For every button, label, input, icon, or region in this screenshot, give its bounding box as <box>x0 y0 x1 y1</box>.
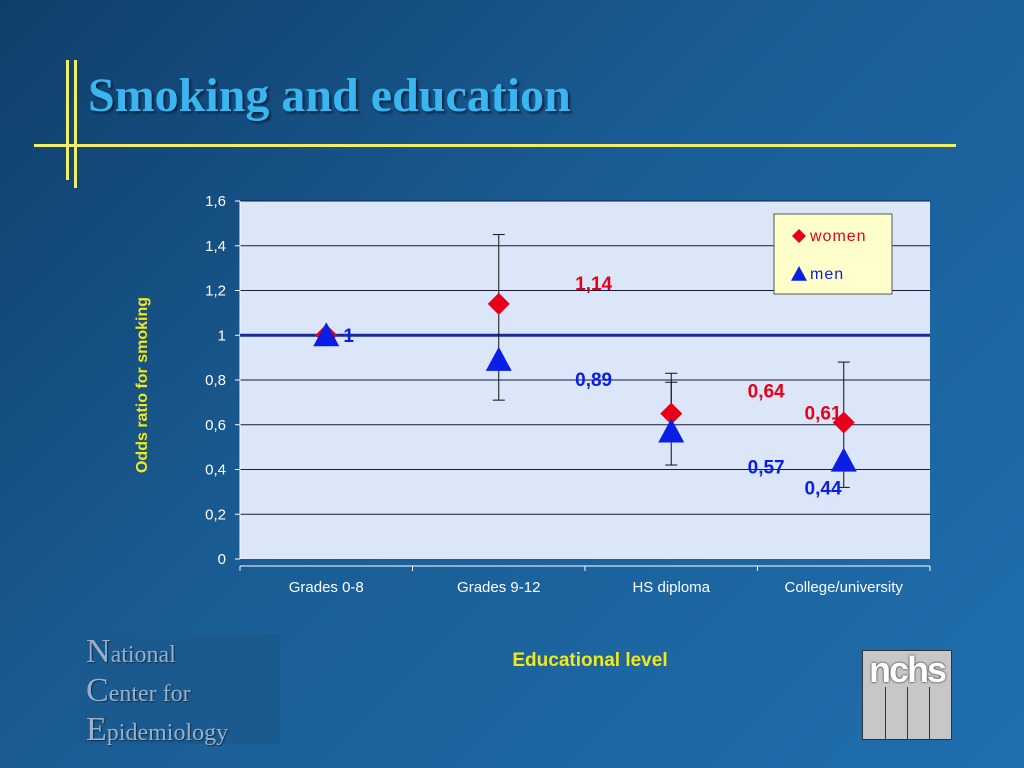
legend-women-marker <box>792 229 806 243</box>
nchs-logo-text: nchs <box>868 649 947 690</box>
nchs-logo-divider <box>885 687 886 739</box>
men-data-point <box>313 322 340 347</box>
nchs-logo-divider <box>907 687 908 739</box>
x-category-label: Grades 9-12 <box>457 579 540 596</box>
nchs-logo-divider <box>929 687 930 739</box>
slide-title: Smoking and education <box>88 69 571 122</box>
title-decoration-vertical-line <box>66 60 69 180</box>
y-tick-label: 0 <box>218 551 226 568</box>
y-axis-title: Odds ratio for smoking <box>134 297 151 474</box>
women-data-label: 0,64 <box>748 382 785 403</box>
ncep-logo-text: ational <box>110 642 176 668</box>
y-tick-label: 1 <box>218 327 226 344</box>
women-data-point <box>832 411 855 434</box>
men-data-label: 0,44 <box>805 479 842 500</box>
women-data-point <box>487 292 510 315</box>
men-data-label: 0,89 <box>575 370 612 391</box>
women-data-label: 1,14 <box>575 274 612 295</box>
men-data-point <box>658 418 685 443</box>
men-data-label: 1 <box>343 326 354 347</box>
women-data-label: 0,61 <box>805 404 842 425</box>
nchs-logo: nchs <box>862 649 952 740</box>
y-tick-label: 0,6 <box>205 417 226 434</box>
x-axis-title: Educational level <box>512 650 668 671</box>
x-category-label: College/university <box>785 579 904 596</box>
ncep-logo: National Center for Epidemiology <box>80 633 280 747</box>
women-data-point <box>660 402 683 425</box>
x-category-label: Grades 0-8 <box>289 579 364 596</box>
men-data-point <box>485 346 512 371</box>
men-data-label: 0,57 <box>748 457 785 478</box>
y-tick-label: 1,2 <box>205 283 226 300</box>
y-tick-label: 1,6 <box>205 193 226 210</box>
x-category-label: HS diploma <box>632 579 710 596</box>
title-decoration-vertical-line <box>74 60 77 188</box>
y-tick-label: 0,2 <box>205 506 226 523</box>
y-tick-label: 0,8 <box>205 372 226 389</box>
title-decoration-horizontal-line <box>34 144 956 147</box>
y-tick-label: 1,4 <box>205 238 226 255</box>
ncep-logo-line: Center for <box>86 672 191 709</box>
men-data-point <box>830 447 857 472</box>
legend-men-label: men <box>810 266 844 283</box>
y-tick-label: 0,4 <box>205 462 226 479</box>
ncep-logo-line: Epidemiology <box>86 711 229 748</box>
ncep-logo-text: enter for <box>108 681 191 707</box>
ncep-logo-line: National <box>86 633 176 670</box>
legend-men-marker <box>791 266 807 281</box>
ncep-logo-text: pidemiology <box>106 720 229 746</box>
legend-women-label: women <box>809 228 867 245</box>
